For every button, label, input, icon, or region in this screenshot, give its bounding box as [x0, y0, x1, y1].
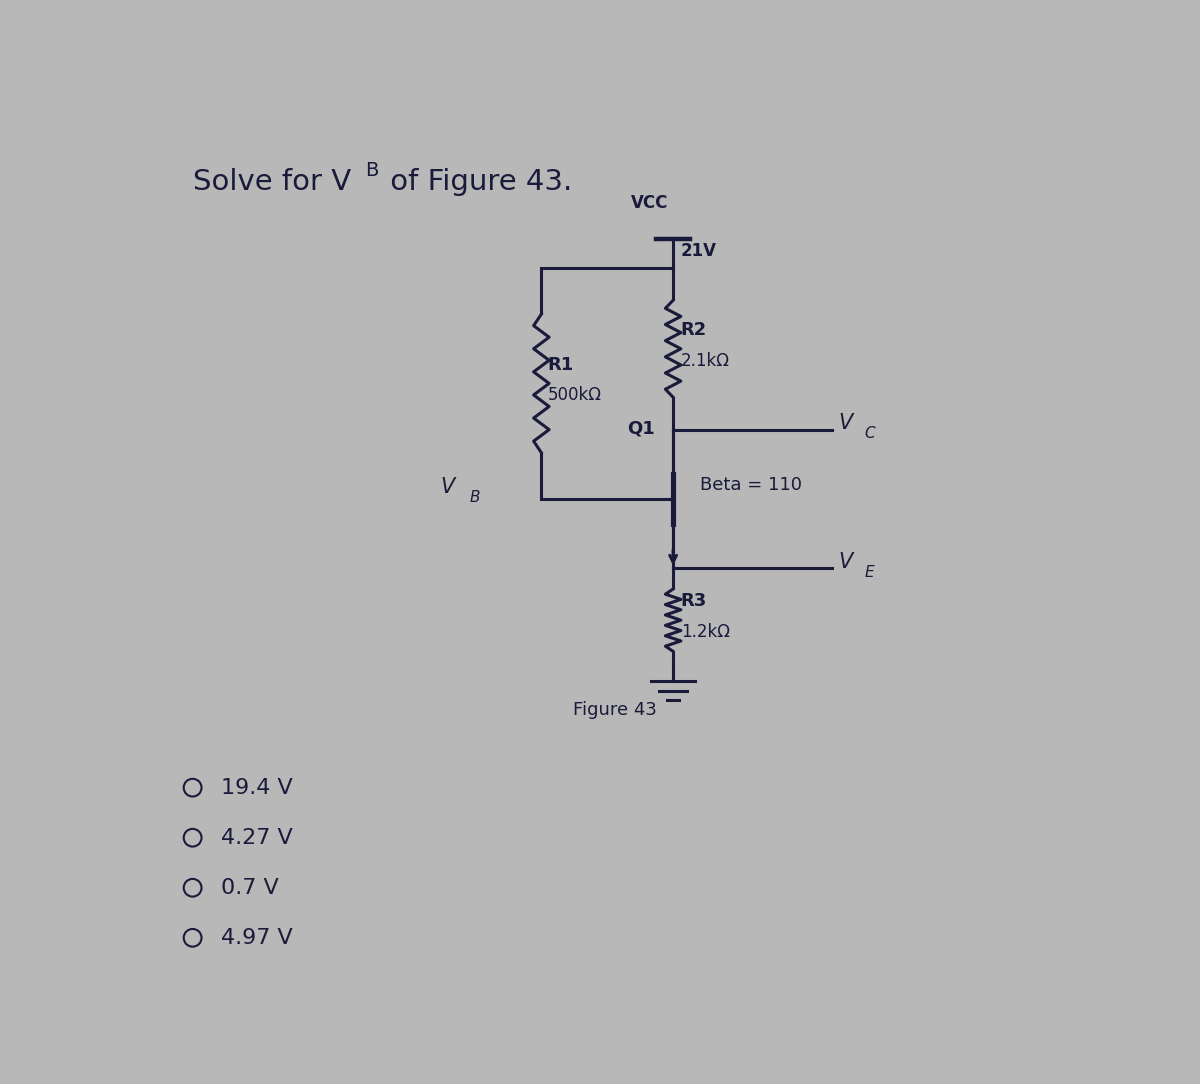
Text: Figure 43: Figure 43: [574, 700, 656, 719]
Text: B: B: [366, 160, 379, 180]
Text: Beta = 110: Beta = 110: [701, 476, 803, 493]
Text: Q1: Q1: [626, 420, 654, 438]
Text: 0.7 V: 0.7 V: [221, 878, 280, 898]
Text: 4.27 V: 4.27 V: [221, 828, 293, 848]
Text: B: B: [470, 490, 480, 505]
Text: Solve for V: Solve for V: [193, 168, 350, 196]
Text: of Figure 43.: of Figure 43.: [380, 168, 572, 196]
Text: 21V: 21V: [680, 242, 716, 260]
Text: C: C: [864, 426, 875, 441]
Text: VCC: VCC: [631, 194, 668, 212]
Text: R1: R1: [547, 356, 574, 374]
Text: 2.1kΩ: 2.1kΩ: [680, 351, 730, 370]
Text: 19.4 V: 19.4 V: [221, 778, 293, 798]
Text: 500kΩ: 500kΩ: [547, 386, 601, 404]
Text: 1.2kΩ: 1.2kΩ: [680, 623, 730, 641]
Text: V: V: [839, 413, 852, 434]
Text: 4.97 V: 4.97 V: [221, 928, 293, 948]
Text: E: E: [864, 565, 874, 580]
Text: R2: R2: [680, 321, 707, 339]
Text: V: V: [440, 477, 455, 498]
Text: V: V: [839, 552, 852, 572]
Text: R3: R3: [680, 592, 707, 610]
